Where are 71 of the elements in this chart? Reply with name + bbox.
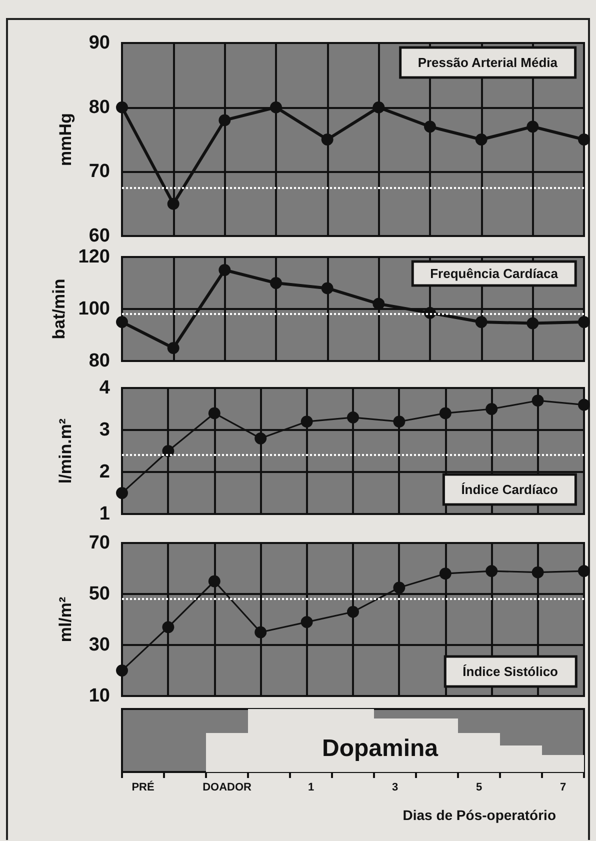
x-tick-label: 5 xyxy=(476,782,482,794)
text: Índice Cardíaco xyxy=(461,482,558,497)
y-axis-title: l/min.m² xyxy=(56,418,75,484)
point xyxy=(532,566,544,578)
point xyxy=(532,394,544,407)
y-tick-label: 2 xyxy=(99,462,110,482)
y-tick-label: 100 xyxy=(78,298,110,320)
x-tick-label: 7 xyxy=(560,782,566,794)
point xyxy=(270,101,282,114)
y-tick-label: 70 xyxy=(88,532,110,554)
x-axis-title: Dias de Pós-operatório xyxy=(402,807,556,823)
point xyxy=(167,198,180,210)
point xyxy=(578,134,590,146)
point xyxy=(116,101,128,114)
point xyxy=(486,403,498,415)
point xyxy=(208,575,220,588)
point xyxy=(347,606,359,618)
y-tick-label: 90 xyxy=(88,32,110,54)
point xyxy=(254,626,267,638)
text: Frequência Cardíaca xyxy=(430,266,559,281)
x-tick-label: 3 xyxy=(392,782,398,794)
point xyxy=(270,277,282,289)
y-axis-title: bat/min xyxy=(49,278,68,340)
point xyxy=(116,664,128,676)
point xyxy=(254,432,267,444)
point xyxy=(393,416,406,428)
y-tick-label: 1 xyxy=(99,504,110,524)
point xyxy=(393,582,406,594)
y-tick-label: 30 xyxy=(88,634,110,656)
y-tick-label: 50 xyxy=(88,584,110,604)
point xyxy=(526,317,539,330)
point xyxy=(526,120,539,133)
text: Pressão Arterial Média xyxy=(418,55,558,70)
y-tick-label: 10 xyxy=(88,686,110,706)
point xyxy=(300,416,313,428)
point xyxy=(475,134,488,146)
point xyxy=(424,120,436,133)
point xyxy=(439,568,452,580)
y-tick-label: 120 xyxy=(78,246,110,268)
y-tick-label: 4 xyxy=(99,378,110,398)
x-tick-label: DOADOR xyxy=(202,782,252,794)
point xyxy=(321,282,334,294)
point xyxy=(116,487,128,499)
point xyxy=(578,316,590,328)
point xyxy=(578,398,590,411)
point xyxy=(486,565,498,578)
point xyxy=(578,565,590,578)
y-axis-title: ml/m² xyxy=(56,596,75,642)
annotation: Dopamina xyxy=(322,735,439,762)
point xyxy=(208,407,220,420)
y-tick-label: 3 xyxy=(99,420,110,440)
point xyxy=(167,342,180,354)
y-tick-label: 60 xyxy=(88,226,110,246)
text: Índice Sistólico xyxy=(462,664,558,679)
y-tick-label: 80 xyxy=(88,96,110,118)
point xyxy=(218,264,231,276)
point xyxy=(372,101,385,114)
point xyxy=(439,407,452,420)
x-tick-label: PRÉ xyxy=(132,780,154,794)
point xyxy=(162,621,174,634)
point xyxy=(475,316,488,328)
y-tick-label: 80 xyxy=(88,350,110,372)
point xyxy=(116,316,128,328)
y-tick-label: 70 xyxy=(88,161,110,182)
point xyxy=(300,616,313,628)
point xyxy=(162,445,174,457)
y-axis-title: mmHg xyxy=(56,113,75,166)
point xyxy=(347,411,359,424)
point xyxy=(321,134,334,146)
x-tick-label: 1 xyxy=(308,782,314,794)
point xyxy=(218,114,231,126)
